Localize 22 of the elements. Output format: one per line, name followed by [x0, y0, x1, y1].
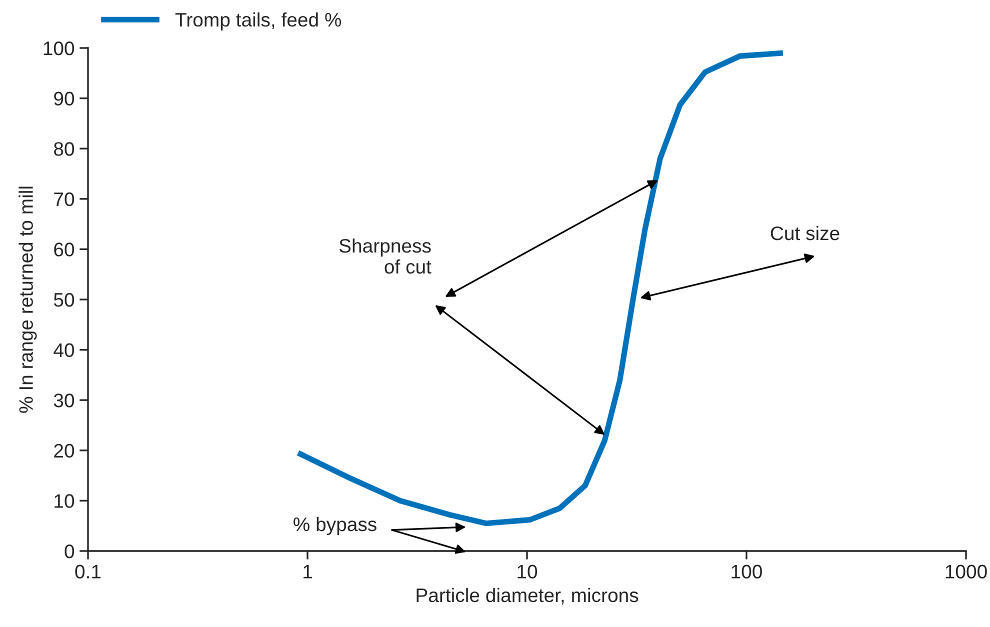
x-tick-label: 1: [304, 564, 312, 578]
x-tick-label: 0.1: [75, 564, 101, 578]
legend-label: Tromp tails, feed %: [175, 12, 342, 30]
x-tick-label: 1000: [946, 564, 987, 578]
y-axis-title: % In range returned to mill: [18, 186, 37, 413]
y-tick-label: 0: [64, 544, 74, 558]
y-tick-label: 90: [54, 92, 74, 106]
annotation: Sharpness of cut: [339, 238, 432, 274]
y-tick-label: 60: [54, 242, 74, 256]
y-tick-label: 40: [54, 343, 74, 358]
y-tick-label: 100: [44, 41, 74, 56]
y-tick-label: 10: [54, 494, 74, 508]
x-tick-label: 10: [518, 564, 538, 578]
annotation: Cut size: [770, 226, 840, 240]
y-tick-label: 30: [54, 394, 74, 408]
y-tick-label: 20: [54, 444, 74, 458]
x-tick-label: 100: [732, 564, 762, 578]
y-tick-label: 70: [54, 192, 74, 206]
annotation: % bypass: [294, 516, 376, 536]
y-tick-label: 80: [54, 142, 74, 156]
x-axis-title: Particle diameter, microns: [416, 588, 638, 604]
y-tick-label: 50: [54, 292, 74, 307]
